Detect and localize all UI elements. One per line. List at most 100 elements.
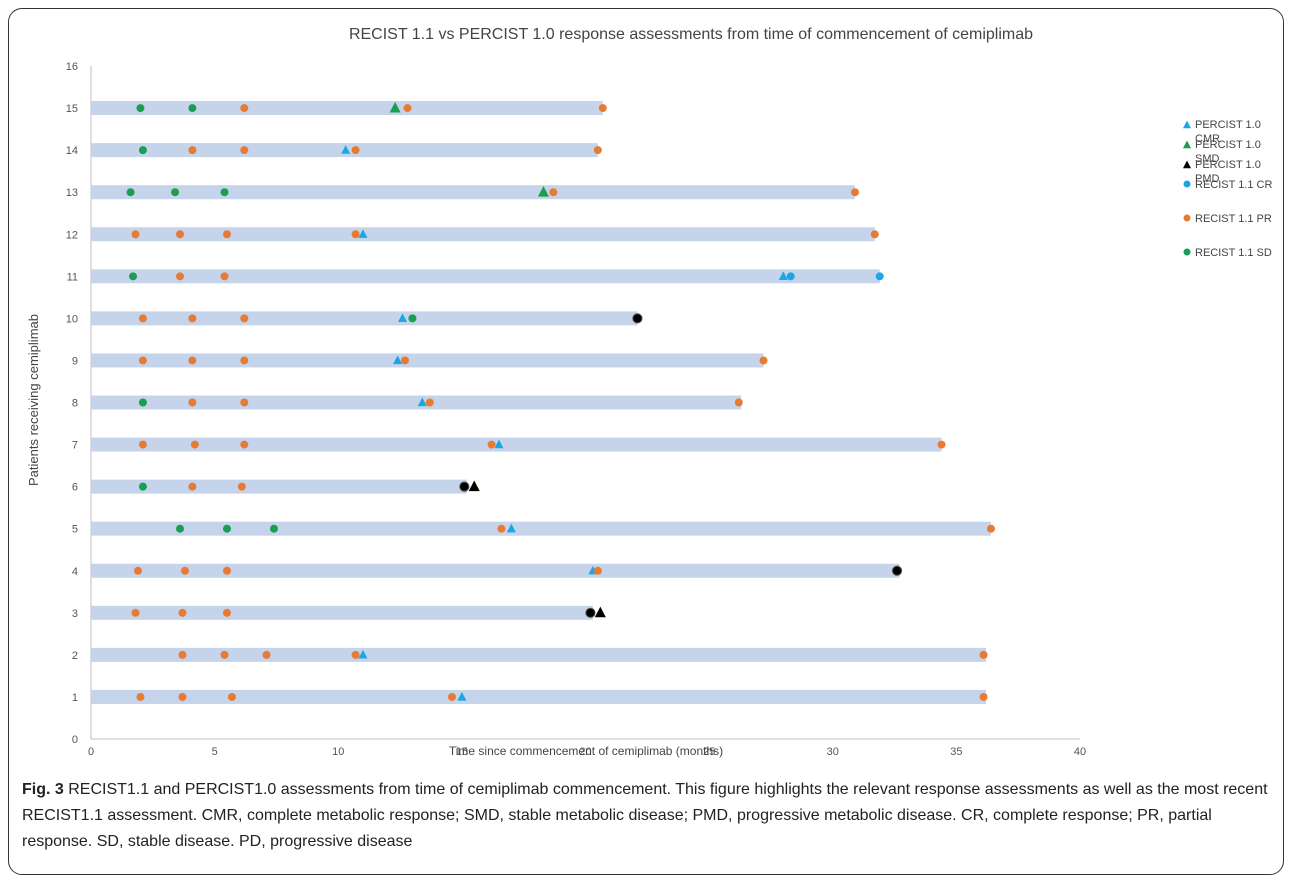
y-tick-label: 9 xyxy=(72,355,78,367)
data-point-circle xyxy=(176,272,185,281)
data-point-circle xyxy=(136,692,145,701)
data-point-circle xyxy=(138,314,147,323)
data-point-circle xyxy=(401,356,410,365)
data-point-circle xyxy=(220,272,229,281)
data-point-circle xyxy=(220,650,229,659)
y-tick-label: 14 xyxy=(66,145,78,157)
data-point-circle xyxy=(734,398,743,407)
data-point-triangle xyxy=(358,229,368,238)
data-point-triangle xyxy=(389,101,401,113)
data-point-circle xyxy=(870,230,879,239)
legend-marker xyxy=(1183,160,1191,169)
data-point-circle xyxy=(459,481,470,492)
data-point-circle xyxy=(351,650,360,659)
data-point-circle xyxy=(171,188,180,197)
data-point-circle xyxy=(188,314,197,323)
data-point-circle xyxy=(180,566,189,575)
x-tick-label: 25 xyxy=(703,746,715,758)
data-point-circle xyxy=(222,230,231,239)
data-point-circle xyxy=(220,188,229,197)
caption-text: RECIST1.1 and PERCIST1.0 assessments fro… xyxy=(22,781,1268,850)
data-point-circle xyxy=(138,398,147,407)
x-tick-label: 40 xyxy=(1074,746,1086,758)
patient-bar xyxy=(91,479,467,494)
data-point-circle xyxy=(188,356,197,365)
caption-label: Fig. 3 xyxy=(22,781,64,798)
patient-bar xyxy=(91,437,942,452)
patient-bar xyxy=(91,647,987,662)
data-point-circle xyxy=(138,440,147,449)
data-point-circle xyxy=(136,104,145,113)
y-tick-label: 6 xyxy=(72,482,78,494)
data-point-circle xyxy=(759,356,768,365)
data-point-circle xyxy=(240,104,249,113)
data-point-triangle xyxy=(398,313,408,323)
data-point-circle xyxy=(190,440,199,449)
data-point-circle xyxy=(126,188,135,197)
data-point-circle xyxy=(891,565,903,576)
data-point-circle xyxy=(269,524,278,533)
patient-bar xyxy=(91,353,764,368)
data-point-triangle xyxy=(506,523,516,533)
y-axis-label: Patients receiving cemiplimab xyxy=(26,314,41,486)
patient-bar xyxy=(91,521,991,536)
y-tick-label: 10 xyxy=(66,313,78,325)
legend-marker xyxy=(1183,140,1191,149)
y-tick-label: 5 xyxy=(72,524,78,536)
data-point-circle xyxy=(351,230,360,239)
data-point-circle xyxy=(240,314,249,323)
data-point-circle xyxy=(222,608,231,617)
y-tick-label: 12 xyxy=(66,229,78,241)
data-point-triangle xyxy=(494,439,504,449)
data-point-circle xyxy=(549,188,558,197)
data-point-circle xyxy=(176,524,185,533)
data-point-circle xyxy=(851,188,860,197)
patient-bar xyxy=(91,101,603,116)
data-point-circle xyxy=(593,566,602,575)
data-point-circle xyxy=(227,692,236,701)
x-tick-label: 30 xyxy=(827,746,839,758)
data-point-circle xyxy=(129,272,138,281)
y-tick-label: 16 xyxy=(66,61,78,73)
x-tick-label: 35 xyxy=(950,746,962,758)
data-point-triangle xyxy=(393,355,403,365)
data-point-triangle xyxy=(537,186,549,197)
x-axis-label: Time since commencement of cemiplimab (m… xyxy=(449,744,723,758)
data-point-circle xyxy=(240,146,249,155)
data-point-circle xyxy=(222,566,231,575)
y-tick-label: 4 xyxy=(72,566,78,578)
y-tick-label: 11 xyxy=(67,271,78,283)
data-point-circle xyxy=(487,440,496,449)
y-tick-label: 3 xyxy=(72,608,78,620)
y-tick-label: 8 xyxy=(72,398,78,410)
legend-marker xyxy=(1183,120,1191,129)
data-point-circle xyxy=(986,524,995,533)
data-point-circle xyxy=(408,314,417,323)
data-point-triangle xyxy=(594,606,606,618)
data-point-circle xyxy=(133,566,142,575)
legend-label: SMD xyxy=(1195,153,1220,165)
data-point-circle xyxy=(979,650,988,659)
figure-caption: Fig. 3 RECIST1.1 and PERCIST1.0 assessme… xyxy=(22,777,1272,855)
y-tick-label: 1 xyxy=(72,692,78,704)
data-point-triangle xyxy=(417,397,427,407)
data-point-circle xyxy=(425,398,434,407)
patient-bar xyxy=(91,311,638,326)
data-point-circle xyxy=(222,524,231,533)
legend-label: PMD xyxy=(1195,173,1220,185)
data-point-circle xyxy=(497,524,506,533)
response-chart: RECIST 1.1 vs PERCIST 1.0 response asses… xyxy=(26,26,1272,758)
data-point-triangle xyxy=(457,691,467,701)
chart-title: RECIST 1.1 vs PERCIST 1.0 response asses… xyxy=(349,26,1033,43)
x-tick-label: 20 xyxy=(579,746,591,758)
y-tick-label: 7 xyxy=(72,440,78,452)
legend-label: RECIST 1.1 CR xyxy=(1195,179,1272,191)
data-point-circle xyxy=(178,608,187,617)
data-point-circle xyxy=(240,356,249,365)
data-point-circle xyxy=(178,650,187,659)
data-point-circle xyxy=(138,356,147,365)
legend-marker xyxy=(1183,248,1191,256)
y-tick-label: 0 xyxy=(72,734,78,746)
